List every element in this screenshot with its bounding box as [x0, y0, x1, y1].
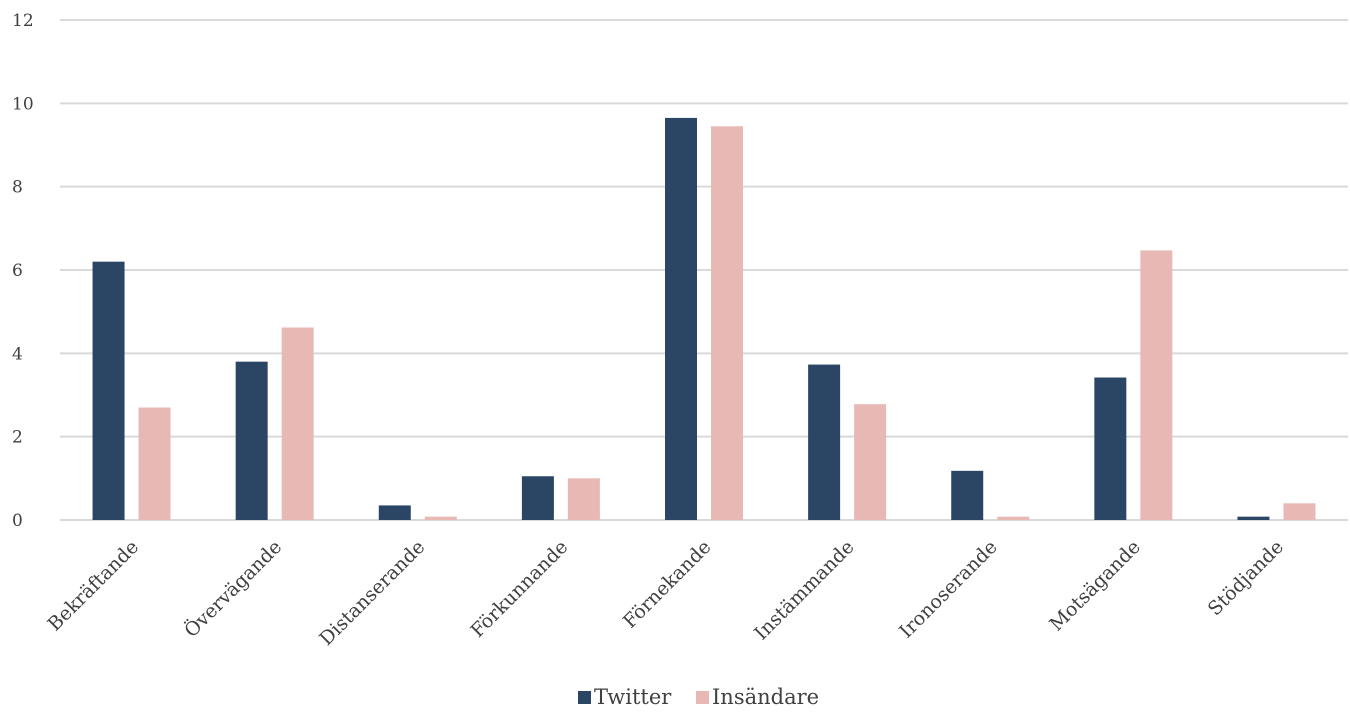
y-tick-label: 10 — [12, 94, 34, 114]
bar-twitter — [1094, 377, 1127, 520]
y-tick-label: 6 — [12, 261, 23, 281]
bar-insandare — [854, 404, 887, 520]
y-tick-label: 0 — [12, 511, 23, 531]
category-label: Förnekande — [619, 536, 716, 633]
category-label: Bekräftande — [44, 536, 144, 636]
y-tick-label: 4 — [12, 344, 23, 364]
bar-insandare — [711, 126, 743, 520]
bar-twitter — [235, 361, 268, 520]
bar-twitter — [808, 364, 841, 520]
bar-insandare — [567, 478, 600, 520]
legend-swatch-insandare — [696, 691, 709, 704]
legend: Twitter Insändare — [578, 685, 819, 709]
bar-insandare — [1140, 250, 1173, 520]
legend-swatch-twitter — [578, 691, 591, 704]
category-label: Distanserande — [315, 536, 429, 650]
bar-insandare — [1283, 503, 1316, 520]
legend-label-insandare: Insändare — [712, 685, 819, 709]
category-label: Motsägande — [1045, 536, 1145, 636]
y-tick-label: 8 — [12, 178, 23, 198]
category-label: Stödjande — [1204, 536, 1288, 620]
bar-twitter — [1237, 516, 1270, 520]
category-label: Instämmande — [750, 536, 859, 645]
legend-label-twitter: Twitter — [594, 685, 672, 709]
y-tick-label: 12 — [12, 11, 34, 31]
bar-twitter — [378, 505, 411, 520]
y-axis-ticks: 0 2 4 6 8 10 12 — [12, 11, 34, 531]
bar-insandare — [281, 327, 314, 520]
gridlines — [60, 19, 1348, 521]
category-label: Övervägande — [180, 535, 287, 642]
bar-twitter — [665, 117, 697, 521]
bar-twitter — [951, 470, 984, 520]
bars — [92, 117, 1316, 521]
bar-insandare — [138, 407, 171, 520]
x-axis-labels: Bekräftande Övervägande Distanserande Förku… — [44, 535, 1288, 650]
bar-twitter — [92, 261, 125, 520]
bar-insandare — [997, 516, 1030, 520]
bar-insandare — [424, 516, 457, 520]
category-label: Förkunnande — [466, 536, 572, 642]
bar-twitter — [521, 476, 554, 520]
category-label: Ironoserande — [895, 536, 1002, 643]
y-tick-label: 2 — [12, 428, 23, 448]
